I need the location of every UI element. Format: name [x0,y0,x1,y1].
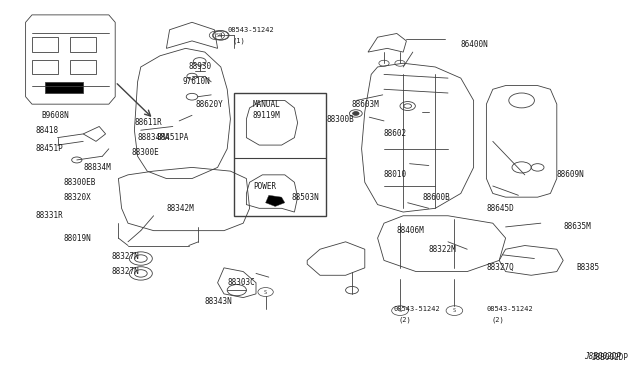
Polygon shape [266,195,285,206]
Bar [70,37,96,52]
Text: 88602: 88602 [384,129,407,138]
Text: 88609N: 88609N [557,170,584,179]
Text: 88300E: 88300E [131,148,159,157]
Text: 88331R: 88331R [35,211,63,220]
Text: J8B002DP: J8B002DP [584,352,621,361]
Text: S: S [219,33,223,38]
Text: 88611R: 88611R [134,118,162,127]
Text: 88019N: 88019N [64,234,92,243]
Text: 88342M: 88342M [166,204,194,213]
Text: 88503N: 88503N [291,193,319,202]
Text: (2): (2) [492,317,504,323]
Text: 88322M: 88322M [429,245,456,254]
Text: S: S [399,308,401,313]
Text: 88600B: 88600B [422,193,450,202]
Text: S: S [453,308,456,313]
Text: 88451PA: 88451PA [157,133,189,142]
Text: 88635M: 88635M [563,222,591,231]
Text: 88343N: 88343N [205,297,232,306]
Text: 88406M: 88406M [397,226,424,235]
Text: S: S [264,289,267,295]
Text: 88300EB: 88300EB [64,178,97,187]
Text: 08543-51242: 08543-51242 [394,306,440,312]
Text: 88603M: 88603M [352,100,380,109]
Text: 88645D: 88645D [486,204,514,213]
Text: 08543-51242: 08543-51242 [486,306,533,312]
Text: 88327N: 88327N [112,267,140,276]
Text: 88327N: 88327N [112,252,140,261]
Text: 88834M: 88834M [83,163,111,172]
Text: 88320X: 88320X [64,193,92,202]
Text: S: S [216,33,218,38]
Text: 88930: 88930 [189,62,212,71]
Text: 88834MA: 88834MA [138,133,170,142]
Text: 89119M: 89119M [253,111,280,120]
Text: B8385: B8385 [576,263,599,272]
Text: POWER: POWER [253,182,276,190]
Text: 08543-51242: 08543-51242 [227,27,274,33]
Text: 88418: 88418 [35,126,58,135]
Text: 88300B: 88300B [326,115,354,124]
Text: (2): (2) [398,317,411,323]
Circle shape [353,112,359,115]
Bar [70,60,96,74]
Text: B9608N: B9608N [42,111,69,120]
Text: (1): (1) [232,38,245,44]
Text: 88451P: 88451P [35,144,63,153]
Bar [32,60,58,74]
Text: 88327Q: 88327Q [486,263,514,272]
Bar [234,93,326,216]
Text: 88303C: 88303C [227,278,255,287]
Text: J8B002DP: J8B002DP [592,353,629,362]
Text: 86400N: 86400N [461,40,488,49]
Text: 88620Y: 88620Y [195,100,223,109]
Bar [45,82,83,93]
Text: MANUAL: MANUAL [253,100,280,109]
Bar [32,37,58,52]
Text: 97610N: 97610N [182,77,210,86]
Text: 88010: 88010 [384,170,407,179]
